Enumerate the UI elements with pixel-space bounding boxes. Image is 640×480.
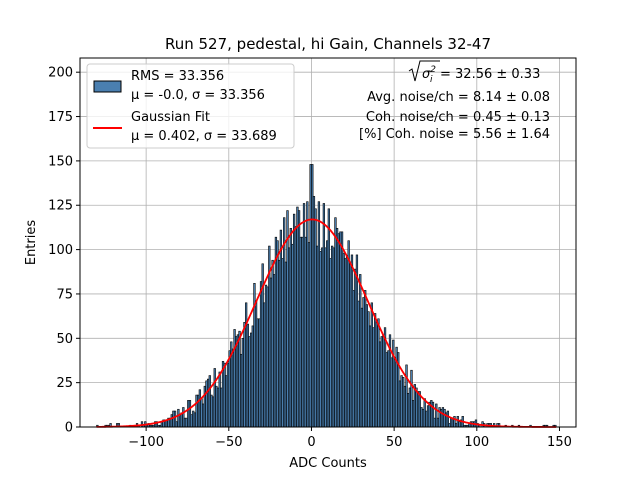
plot-frame [79, 57, 577, 428]
histogram-bars [96, 164, 557, 428]
x-tick-label: −100 [128, 435, 164, 450]
y-axis-ticks: 0 25 50 75 100 125 150 175 200 [48, 66, 80, 436]
y-tick-label: 200 [48, 66, 73, 81]
annotation-avg-noise: Avg. noise/ch = 8.14 ± 0.08 [367, 90, 550, 105]
sigma-i-squared-symbol: σ2 i [422, 65, 436, 85]
y-tick-label: 125 [48, 199, 73, 214]
annotation-total-noise: = 32.56 ± 0.33 [440, 67, 540, 82]
legend: RMS = 33.356 μ = -0.0, σ = 33.356 Gaussi… [86, 63, 295, 149]
x-axis-label: ADC Counts [289, 456, 367, 471]
x-axis-ticks: −100 −50 0 50 100 150 [128, 427, 572, 450]
y-tick-label: 150 [48, 154, 73, 169]
x-tick-label: 0 [307, 435, 315, 450]
y-tick-label: 25 [56, 376, 73, 391]
legend-histogram-swatch [93, 80, 122, 93]
legend-fit-label: Gaussian Fit [131, 110, 210, 125]
x-tick-label: 150 [547, 435, 572, 450]
annotation-sigma-sqrt: σ2 i = 32.56 ± 0.33 [408, 60, 540, 85]
y-tick-label: 175 [48, 110, 73, 125]
grid [80, 58, 576, 428]
annotations: σ2 i = 32.56 ± 0.33 Avg. noise/ch = 8.14 … [359, 60, 550, 142]
y-tick-label: 0 [65, 421, 73, 436]
legend-histogram-label: RMS = 33.356 [131, 69, 224, 84]
x-tick-label: 100 [464, 435, 489, 450]
y-tick-label: 100 [48, 243, 73, 258]
sqrt-sign-icon [408, 60, 440, 82]
x-tick-label: −50 [215, 435, 242, 450]
gaussian-fit-line [96, 218, 557, 428]
legend-histogram-stats: μ = -0.0, σ = 33.356 [131, 88, 265, 103]
annotation-coh-noise: Coh. noise/ch = 0.45 ± 0.13 [366, 110, 550, 125]
chart-title: Run 527, pedestal, hi Gain, Channels 32-… [165, 35, 491, 53]
legend-fit-stats: μ = 0.402, σ = 33.689 [131, 129, 277, 144]
y-tick-label: 75 [56, 287, 73, 302]
annotation-coh-noise-percent: [%] Coh. noise = 5.56 ± 1.64 [359, 127, 550, 142]
y-axis-label: Entries [24, 220, 39, 266]
y-tick-label: 50 [56, 332, 73, 347]
gaussian-fit-curve [96, 218, 557, 428]
x-tick-label: 50 [386, 435, 403, 450]
legend-box [86, 63, 295, 149]
